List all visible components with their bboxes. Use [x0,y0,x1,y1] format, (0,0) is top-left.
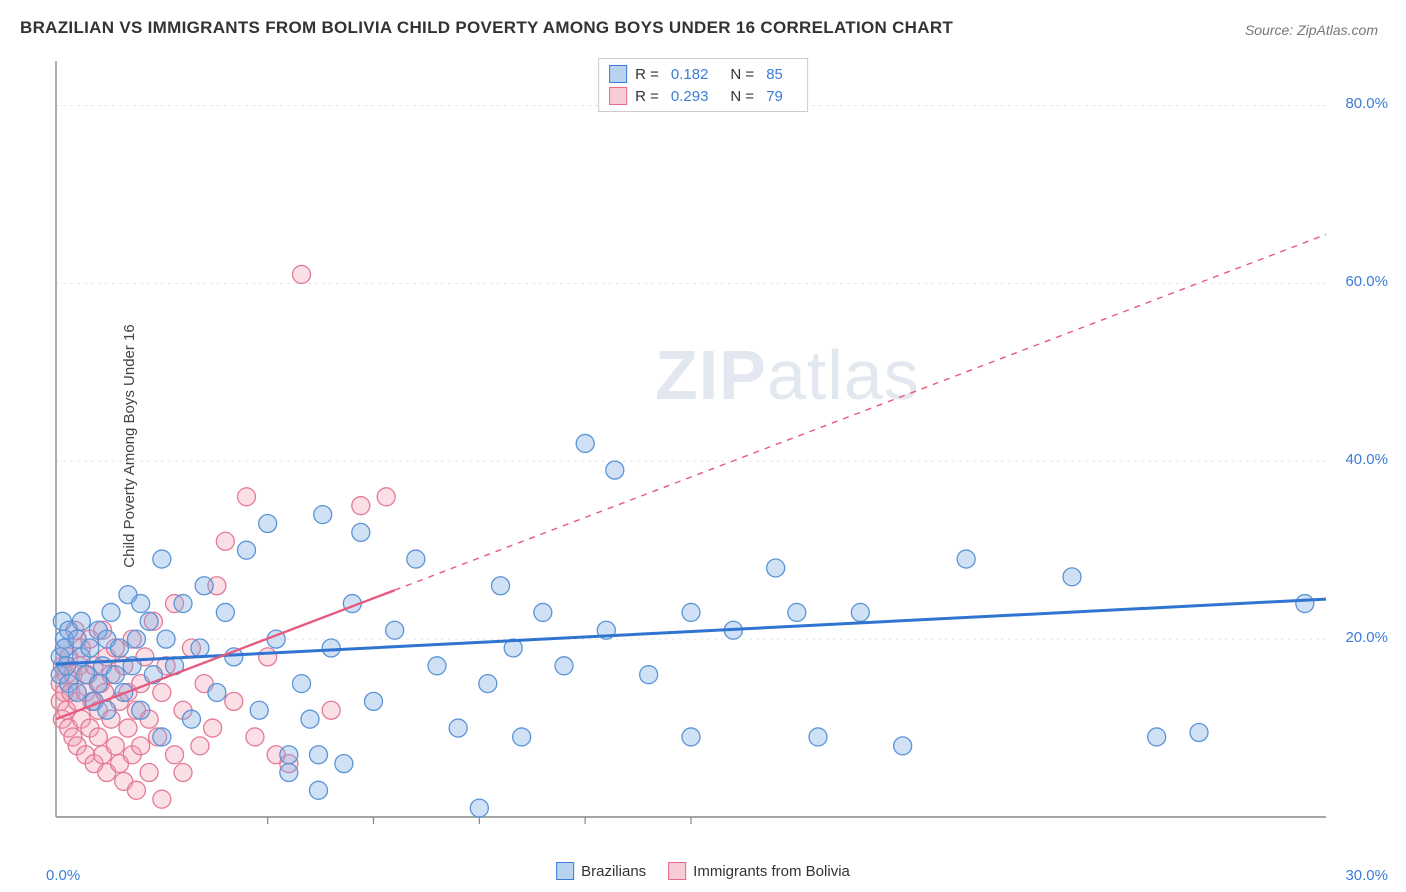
legend-swatch-icon [556,862,574,880]
legend-correlation: R = 0.182 N = 85 R = 0.293 N = 79 [598,58,808,112]
legend-item-brazilians: Brazilians [556,862,646,880]
legend-swatch-icon [668,862,686,880]
legend-row-blue: R = 0.182 N = 85 [609,63,797,85]
chart-title: BRAZILIAN VS IMMIGRANTS FROM BOLIVIA CHI… [20,18,953,38]
xtick-label-left: 0.0% [46,867,80,884]
legend-swatch-blue [609,65,627,83]
xtick-label-right: 30.0% [1345,867,1388,884]
ytick-label: 40.0% [1345,451,1388,468]
source-label: Source: ZipAtlas.com [1245,22,1378,38]
ytick-label: 80.0% [1345,95,1388,112]
ytick-label: 20.0% [1345,629,1388,646]
legend-item-bolivia: Immigrants from Bolivia [668,862,850,880]
legend-swatch-pink [609,87,627,105]
scatter-plot [50,55,1386,847]
ytick-label: 60.0% [1345,273,1388,290]
legend-series: Brazilians Immigrants from Bolivia [556,862,850,880]
legend-row-pink: R = 0.293 N = 79 [609,85,797,107]
